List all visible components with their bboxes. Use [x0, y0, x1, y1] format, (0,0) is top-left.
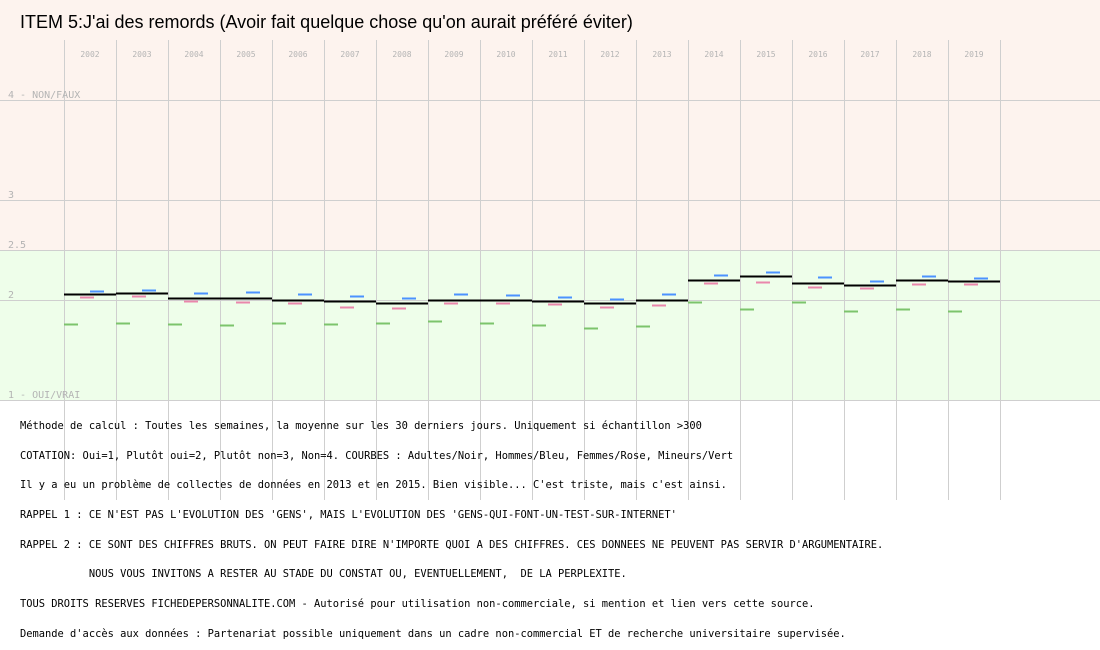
- y-axis-labels: 4 - NON/FAUX 3 2.5 2 1 - OUI/VRAI: [8, 90, 80, 401]
- series-mineurs: [64, 301, 962, 330]
- note-line: Méthode de calcul : Toutes les semaines,…: [20, 419, 702, 432]
- y-tick-label: 4 - NON/FAUX: [8, 90, 80, 101]
- band-bottom: [0, 400, 1100, 500]
- band-top-margin: [0, 0, 1100, 100]
- notes-block: Méthode de calcul : Toutes les semaines,…: [20, 402, 883, 650]
- x-tick-label: 2009: [444, 50, 463, 59]
- note-line: RAPPEL 2 : CE SONT DES CHIFFRES BRUTS. O…: [20, 538, 884, 551]
- x-tick-label: 2014: [704, 50, 723, 59]
- y-tick-label: 1 - OUI/VRAI: [8, 390, 80, 401]
- x-tick-label: 2015: [756, 50, 775, 59]
- x-tick-label: 2011: [548, 50, 567, 59]
- series-femmes: [80, 281, 978, 310]
- y-tick-label: 3: [8, 190, 14, 201]
- x-tick-label: 2019: [964, 50, 983, 59]
- x-tick-label: 2013: [652, 50, 671, 59]
- grid: [0, 40, 1100, 500]
- band-0: [0, 100, 1100, 250]
- y-tick-label: 2.5: [8, 240, 26, 251]
- note-line: TOUS DROITS RESERVES FICHEDEPERSONNALITE…: [20, 598, 815, 611]
- series-hommes: [90, 271, 988, 301]
- note-line: Demande d'accès aux données : Partenaria…: [20, 627, 846, 640]
- x-tick-label: 2018: [912, 50, 931, 59]
- x-tick-label: 2017: [860, 50, 879, 59]
- series-adultes: [64, 275, 1000, 305]
- note-line: Il y a eu un problème de collectes de do…: [20, 479, 727, 492]
- x-tick-label: 2003: [132, 50, 151, 59]
- note-line: NOUS VOUS INVITONS A RESTER AU STADE DU …: [20, 568, 627, 581]
- x-tick-label: 2004: [184, 50, 203, 59]
- data-marks: [64, 271, 1000, 330]
- x-axis-labels: 2002 2003 2004 2005 2006 2007 2008 2009 2010 2011…: [80, 50, 983, 59]
- x-tick-label: 2007: [340, 50, 359, 59]
- note-line: COTATION: Oui=1, Plutôt oui=2, Plutôt no…: [20, 449, 734, 462]
- background-bands: [0, 0, 1100, 500]
- x-tick-label: 2002: [80, 50, 99, 59]
- x-tick-label: 2008: [392, 50, 411, 59]
- y-tick-label: 2: [8, 290, 14, 301]
- x-tick-label: 2010: [496, 50, 515, 59]
- x-tick-label: 2012: [600, 50, 619, 59]
- chart-title: ITEM 5:J'ai des remords (Avoir fait quel…: [20, 12, 633, 32]
- x-tick-label: 2006: [288, 50, 307, 59]
- x-tick-label: 2005: [236, 50, 255, 59]
- note-line: RAPPEL 1 : CE N'EST PAS L'EVOLUTION DES …: [20, 508, 677, 521]
- x-tick-label: 2016: [808, 50, 827, 59]
- band-1: [0, 250, 1100, 400]
